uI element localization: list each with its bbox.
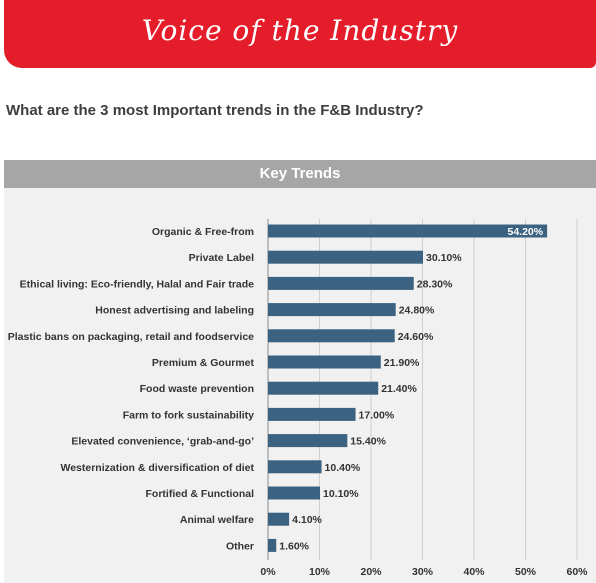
data-label: 24.60%	[398, 331, 434, 343]
category-label: Ethical living: Eco-friendly, Halal and …	[20, 278, 255, 290]
category-label: Animal welfare	[180, 514, 254, 526]
banner: Voice of the Industry	[4, 0, 596, 68]
data-label: 10.40%	[325, 462, 361, 474]
category-label: Organic & Free-from	[152, 226, 254, 238]
bar	[268, 329, 395, 343]
category-label: Westernization & diversification of diet	[60, 462, 254, 474]
category-label: Elevated convenience, ‘grab-and-go’	[71, 436, 254, 448]
panel-title: Key Trends	[259, 165, 341, 182]
bar	[268, 224, 548, 238]
category-label: Plastic bans on packaging, retail and fo…	[8, 331, 254, 343]
data-label: 17.00%	[359, 409, 395, 421]
bar	[268, 460, 322, 474]
data-label: 24.80%	[399, 305, 435, 317]
x-tick-label: 0%	[260, 566, 276, 578]
data-label: 21.90%	[384, 357, 420, 369]
category-label: Honest advertising and labeling	[95, 305, 254, 317]
bar	[268, 538, 277, 552]
bar	[268, 355, 381, 369]
data-label: 4.10%	[292, 514, 322, 526]
x-tick-label: 60%	[566, 566, 588, 578]
x-tick-label: 20%	[360, 566, 382, 578]
banner-title: Voice of the Industry	[141, 14, 459, 47]
data-label: 15.40%	[350, 436, 386, 448]
bar	[268, 407, 356, 421]
data-label: 54.20%	[508, 226, 544, 238]
data-label: 10.10%	[323, 488, 359, 500]
bar	[268, 303, 396, 317]
x-tick-label: 30%	[412, 566, 434, 578]
survey-question: What are the 3 most Important trends in …	[6, 102, 424, 119]
bar	[268, 381, 379, 395]
category-label: Food waste prevention	[140, 383, 254, 395]
bar	[268, 434, 348, 448]
category-label: Premium & Gourmet	[152, 357, 255, 369]
data-label: 1.60%	[279, 540, 309, 552]
x-tick-label: 50%	[515, 566, 537, 578]
bar	[268, 512, 290, 526]
data-label: 28.30%	[417, 278, 453, 290]
category-label: Other	[226, 540, 254, 552]
panel-header: Key Trends	[4, 160, 596, 188]
bar	[268, 250, 424, 264]
bar	[268, 486, 321, 500]
category-label: Farm to fork sustainability	[123, 409, 254, 421]
category-label: Fortified & Functional	[146, 488, 255, 500]
data-label: 30.10%	[426, 252, 462, 264]
data-label: 21.40%	[381, 383, 417, 395]
x-tick-label: 40%	[463, 566, 485, 578]
bar	[268, 276, 414, 290]
x-tick-label: 10%	[309, 566, 331, 578]
category-label: Private Label	[189, 252, 254, 264]
